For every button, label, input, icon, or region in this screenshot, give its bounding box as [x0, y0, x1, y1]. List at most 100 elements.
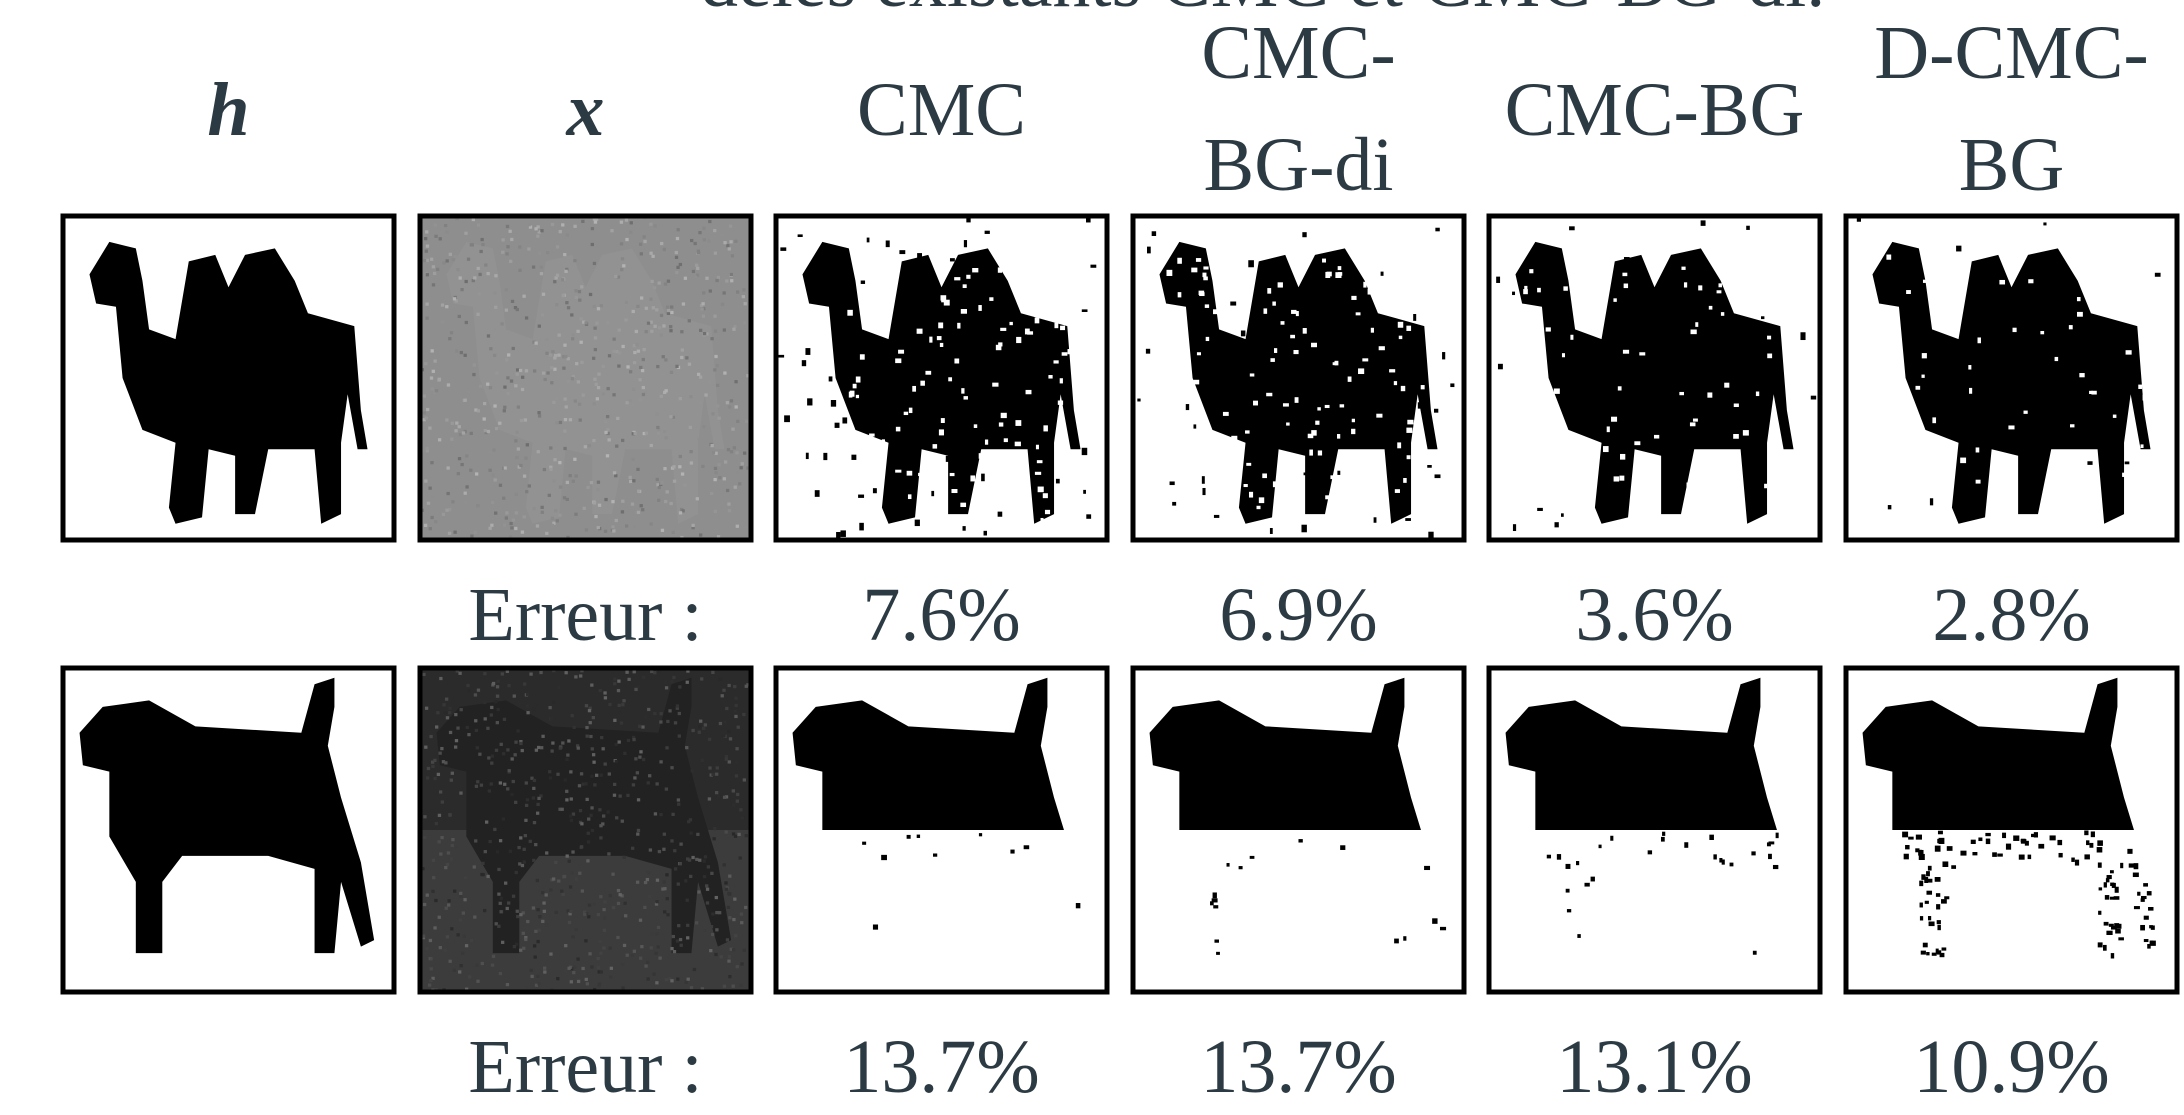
- noise-pixel: [631, 503, 634, 506]
- speckle: [2138, 385, 2142, 389]
- noise-pixel: [659, 712, 662, 715]
- column-header: x: [566, 68, 605, 152]
- noise-pixel: [518, 245, 521, 248]
- noise-pixel: [582, 394, 585, 397]
- noise-pixel: [573, 458, 576, 461]
- noise-pixel: [717, 794, 720, 797]
- noise-pixel: [615, 445, 618, 448]
- noise-pixel: [561, 278, 564, 281]
- speckle: [1351, 296, 1356, 300]
- speckle: [1936, 949, 1939, 954]
- speckle: [2114, 923, 2119, 927]
- noise-pixel: [690, 461, 693, 464]
- speckle: [2084, 854, 2089, 859]
- noise-pixel: [448, 711, 451, 714]
- noise-pixel: [643, 348, 646, 351]
- noise-pixel: [541, 920, 544, 923]
- speckle: [1707, 392, 1712, 397]
- speckle: [1048, 375, 1052, 379]
- noise-pixel: [428, 426, 431, 429]
- noise-pixel: [467, 390, 470, 393]
- speckle: [2034, 832, 2038, 837]
- speckle: [1015, 420, 1021, 426]
- speckle: [1547, 855, 1551, 859]
- noise-pixel: [566, 753, 569, 756]
- noise-pixel: [696, 833, 699, 836]
- speckle: [1376, 414, 1382, 418]
- noise-pixel: [699, 533, 702, 536]
- noise-pixel: [650, 946, 653, 949]
- speckle: [917, 835, 920, 838]
- noise-pixel: [715, 928, 718, 931]
- noise-pixel: [679, 397, 682, 400]
- noise-pixel: [426, 947, 429, 950]
- noise-pixel: [458, 457, 461, 460]
- speckle: [915, 520, 920, 526]
- speckle: [1348, 377, 1352, 382]
- speckle: [856, 395, 859, 398]
- noise-pixel: [711, 933, 714, 936]
- noise-pixel: [501, 672, 504, 675]
- noise-pixel: [622, 264, 625, 267]
- speckle: [2105, 895, 2109, 900]
- noise-pixel: [564, 355, 567, 358]
- noise-pixel: [726, 401, 729, 404]
- speckle: [1976, 447, 1980, 452]
- noise-pixel: [744, 302, 747, 305]
- speckle: [1317, 407, 1320, 410]
- noise-pixel: [604, 420, 607, 423]
- speckle: [925, 371, 931, 375]
- speckle: [1270, 358, 1274, 362]
- noise-pixel: [618, 351, 621, 354]
- noise-pixel: [622, 699, 625, 702]
- noise-pixel: [621, 917, 624, 920]
- speckle: [1351, 429, 1355, 434]
- speckle: [1311, 430, 1316, 436]
- speckle: [1743, 430, 1749, 436]
- speckle: [929, 337, 932, 343]
- noise-pixel: [563, 447, 566, 450]
- noise-pixel: [638, 378, 641, 381]
- noise-pixel: [717, 463, 720, 466]
- noise-pixel: [494, 306, 497, 309]
- speckle: [1811, 396, 1816, 400]
- noise-pixel: [659, 760, 662, 763]
- noise-pixel: [517, 405, 520, 408]
- noise-pixel: [563, 253, 566, 256]
- speckle: [989, 297, 993, 301]
- noise-pixel: [455, 846, 458, 849]
- speckle: [861, 280, 865, 283]
- image-panel: [1846, 668, 2177, 992]
- speckle: [1932, 417, 1936, 423]
- noise-pixel: [621, 820, 624, 823]
- noise-pixel: [613, 682, 616, 685]
- noise-pixel: [658, 486, 661, 489]
- noise-pixel: [487, 430, 490, 433]
- noise-pixel: [561, 223, 564, 226]
- noise-pixel: [465, 501, 468, 504]
- noise-pixel: [463, 898, 466, 901]
- noise-pixel: [549, 776, 552, 779]
- noise-pixel: [558, 461, 561, 464]
- noise-pixel: [676, 704, 679, 707]
- noise-pixel: [732, 803, 735, 806]
- noise-pixel: [742, 713, 745, 716]
- noise-pixel: [448, 532, 451, 535]
- noise-pixel: [600, 774, 603, 777]
- noise-pixel: [532, 796, 535, 799]
- noise-pixel: [712, 451, 715, 454]
- image-panel: [420, 668, 751, 992]
- noise-pixel: [446, 863, 449, 866]
- noise-pixel: [743, 321, 746, 324]
- noise-pixel: [710, 872, 713, 875]
- noise-pixel: [614, 474, 617, 477]
- speckle: [1611, 417, 1617, 422]
- noise-pixel: [495, 749, 498, 752]
- image-panel: [776, 216, 1107, 540]
- speckle: [1937, 925, 1940, 930]
- noise-pixel: [719, 677, 722, 680]
- noise-pixel: [624, 914, 627, 917]
- noise-pixel: [629, 399, 632, 402]
- noise-pixel: [467, 733, 470, 736]
- noise-pixel: [463, 935, 466, 938]
